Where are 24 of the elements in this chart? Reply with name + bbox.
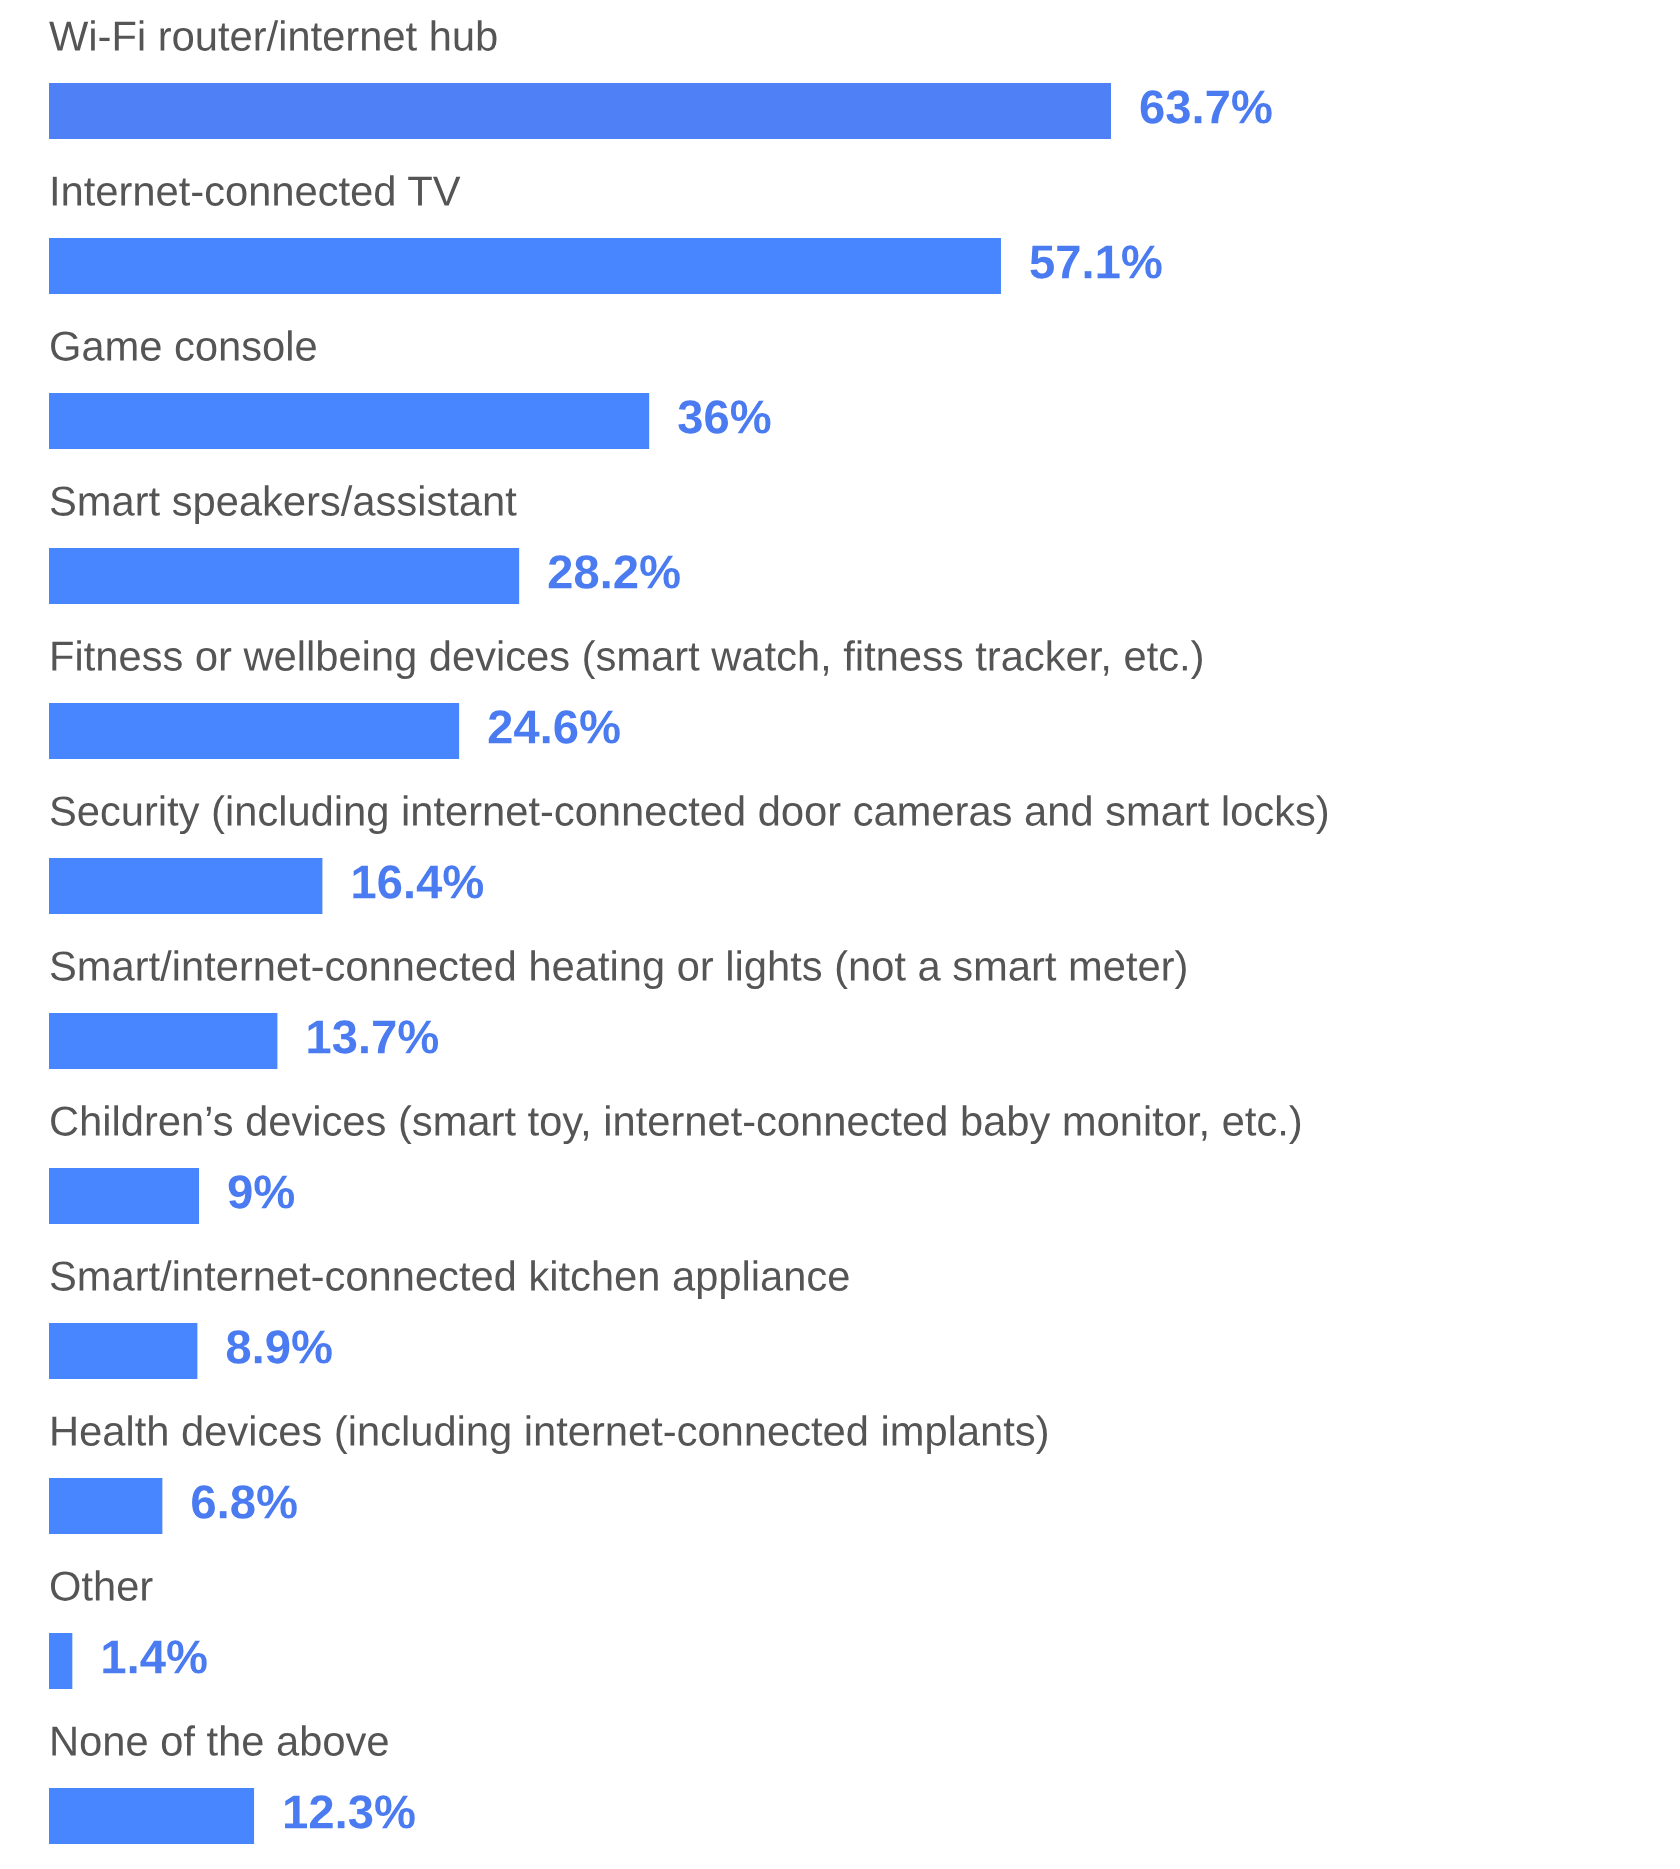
y-tick-label: Security (including internet-connected door cameras and smart locks) [50, 795, 1328, 835]
y-tick-label: Fitness or wellbeing devices (smart watch, fitness tracker, etc.) [52, 640, 1202, 680]
data-label: 1.4% [103, 1640, 207, 1674]
data-label: 9% [228, 1175, 295, 1209]
y-tick-label: Wi-Fi router/internet hub [49, 20, 497, 51]
data-label: 12.3% [285, 1795, 415, 1829]
data-label: 16.4% [353, 865, 484, 899]
y-tick-label: Internet-connected TV [52, 175, 461, 206]
data-label: 57.1% [1030, 245, 1162, 279]
data-label: 63.7% [1140, 90, 1272, 124]
y-tick-label: Smart/internet-connected heating or lights (not a smart meter) [50, 950, 1186, 990]
y-tick-label: Other [50, 1570, 153, 1601]
y-tick-label: Children’s devices (smart toy, internet-connected baby monitor, etc.) [51, 1105, 1301, 1145]
data-label: 8.9% [226, 1330, 332, 1364]
data-label: 6.8% [192, 1485, 297, 1519]
y-tick-label: Game console [51, 330, 316, 361]
y-tick-label: Health devices (including internet-connected implants) [52, 1415, 1047, 1455]
data-label: 28.2% [548, 555, 680, 589]
y-tick-label: Smart/internet-connected kitchen appliance [50, 1260, 849, 1300]
y-tick-label: Smart speakers/assistant [50, 485, 517, 525]
data-label: 24.6% [488, 710, 620, 744]
data-label: 13.7% [308, 1020, 439, 1054]
data-label: 36% [678, 400, 771, 434]
y-tick-label: None of the above [52, 1725, 388, 1756]
